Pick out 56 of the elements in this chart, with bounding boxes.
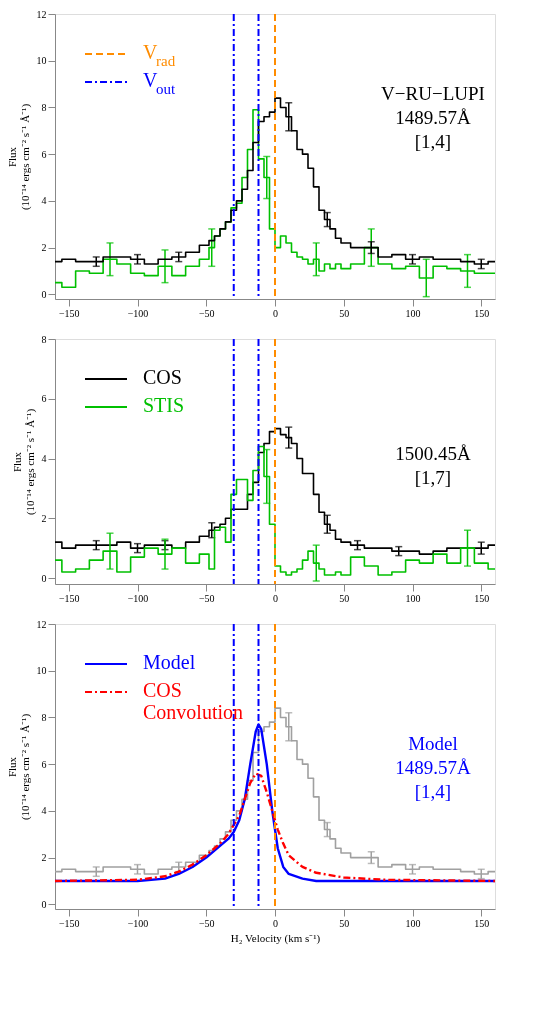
y-tick-label: 4 xyxy=(41,453,47,465)
x-tick-label: 150 xyxy=(474,592,490,604)
y-tick-label: 6 xyxy=(41,148,47,160)
y-axis-title: Flux (10⁻¹⁴ ergs cm⁻² s⁻¹ Å⁻¹) xyxy=(5,713,32,821)
legend-label: COS Convolution xyxy=(143,679,244,723)
x-tick-label: −100 xyxy=(127,307,149,319)
y-tick-label: 2 xyxy=(41,512,47,524)
x-tick-label: 50 xyxy=(339,592,350,604)
x-tick-label: −100 xyxy=(127,917,149,929)
x-tick-label: 150 xyxy=(474,307,490,319)
annotation: 1489.57Å xyxy=(395,756,472,778)
x-tick-label: −50 xyxy=(198,917,215,929)
annotation: 1489.57Å xyxy=(395,106,472,128)
y-axis-title: Flux (10⁻¹⁴ ergs cm⁻² s⁻¹ Å⁻¹) xyxy=(10,408,37,516)
y-tick-label: 10 xyxy=(36,665,47,677)
y-axis-title: Flux (10⁻¹⁴ ergs cm⁻² s⁻¹ Å⁻¹) xyxy=(5,103,32,211)
y-tick-label: 6 xyxy=(41,393,47,405)
y-tick-label: 6 xyxy=(41,758,47,770)
legend-label: Model xyxy=(143,651,196,673)
x-tick-label: 100 xyxy=(405,917,421,929)
y-tick-label: 12 xyxy=(36,8,47,20)
y-tick-label: 2 xyxy=(41,852,47,864)
x-tick-label: 150 xyxy=(474,917,490,929)
y-tick-label: 8 xyxy=(41,333,47,345)
y-tick-label: 2 xyxy=(41,242,47,254)
legend-label: COS xyxy=(143,366,182,388)
x-tick-label: −150 xyxy=(58,592,80,604)
x-tick-label: −150 xyxy=(58,307,80,319)
y-tick-label: 8 xyxy=(41,711,47,723)
x-axis-title: H₂ Velocity (km s⁻¹) xyxy=(230,931,321,945)
x-tick-label: −100 xyxy=(127,592,149,604)
x-tick-label: 100 xyxy=(405,307,421,319)
y-tick-label: 0 xyxy=(41,572,47,584)
annotation: Model xyxy=(408,732,458,754)
x-tick-label: 0 xyxy=(273,917,278,929)
annotation: V−RU−LUPI xyxy=(381,82,485,104)
annotation: [1,4] xyxy=(414,780,452,802)
annotation: 1500.45Å xyxy=(395,443,472,465)
legend-label: STIS xyxy=(143,394,185,416)
x-tick-label: −50 xyxy=(198,592,215,604)
annotation: [1,7] xyxy=(414,467,452,489)
y-tick-label: 4 xyxy=(41,805,47,817)
x-tick-label: 0 xyxy=(273,307,278,319)
x-tick-label: 100 xyxy=(405,592,421,604)
y-tick-label: 8 xyxy=(41,101,47,113)
x-tick-label: −150 xyxy=(58,917,80,929)
annotation: [1,4] xyxy=(414,130,452,152)
y-tick-label: 0 xyxy=(41,898,47,910)
x-tick-label: −50 xyxy=(198,307,215,319)
x-tick-label: 50 xyxy=(339,917,350,929)
y-tick-label: 0 xyxy=(41,288,47,300)
y-tick-label: 10 xyxy=(36,55,47,67)
x-tick-label: 0 xyxy=(273,592,278,604)
x-tick-label: 50 xyxy=(339,307,350,319)
y-tick-label: 4 xyxy=(41,195,47,207)
y-tick-label: 12 xyxy=(36,618,47,630)
